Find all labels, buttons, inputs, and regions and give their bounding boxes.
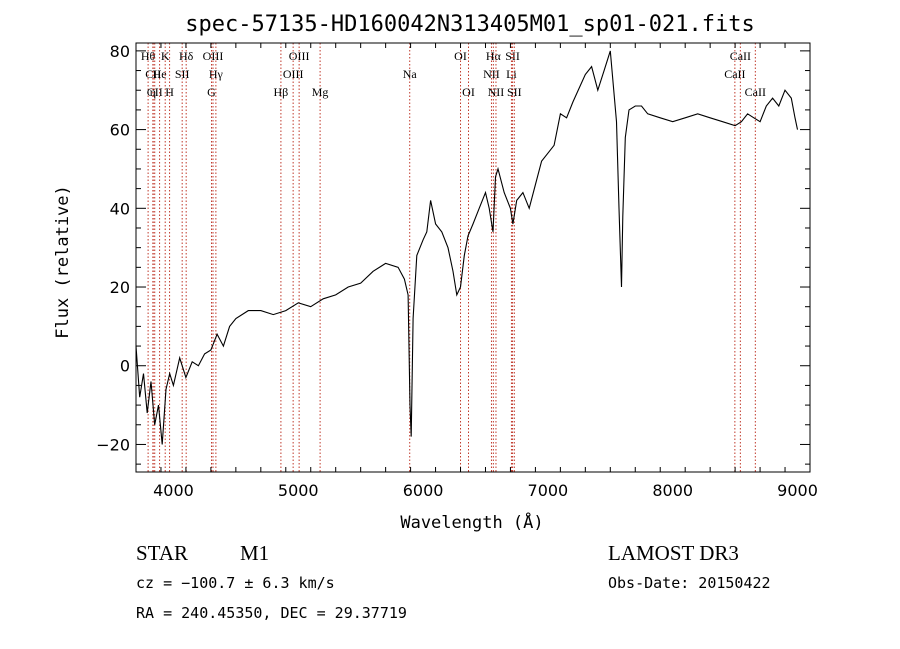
plot-frame: [135, 42, 811, 473]
line-marker-label: Hθ: [141, 49, 156, 63]
spectrum-series: [135, 50, 799, 445]
line-marker-label: CaII: [745, 85, 766, 99]
x-tick-label: 5000: [278, 481, 319, 500]
line-marker-label: G: [207, 85, 216, 99]
line-marker-label: SII: [505, 49, 520, 63]
y-tick-label: 60: [110, 121, 130, 140]
line-marker-label: OIII: [283, 67, 304, 81]
line-marker-label: CaII: [730, 49, 751, 63]
y-tick-label: 20: [110, 278, 130, 297]
line-marker-label: SII: [507, 85, 522, 99]
line-marker-label: Na: [403, 67, 418, 81]
object-class: STAR: [136, 541, 188, 565]
object-subclass: M1: [240, 541, 269, 565]
line-marker-label: OIII: [289, 49, 310, 63]
x-tick-label: 6000: [403, 481, 444, 500]
line-marker-label: Li: [506, 67, 517, 81]
x-tick-label: 7000: [528, 481, 569, 500]
line-marker-label: η: [150, 85, 156, 99]
y-axis-ticks: −20 0 20 40 60 80: [96, 42, 810, 465]
chart-title: spec-57135-HD160042N313405M01_sp01-021.f…: [185, 12, 755, 37]
line-marker-label: Hγ: [209, 67, 224, 81]
y-tick-label: 0: [120, 357, 130, 376]
x-tick-label: 8000: [652, 481, 693, 500]
line-marker-label: NII: [483, 67, 500, 81]
y-tick-label: 80: [110, 42, 130, 61]
x-axis-label: Wavelength (Å): [400, 511, 543, 533]
line-marker-label: CII: [147, 85, 163, 99]
x-tick-label: 9000: [777, 481, 818, 500]
redshift-text: cz = −100.7 ± 6.3 km/s: [136, 574, 335, 592]
line-marker-label: OI: [454, 49, 467, 63]
line-marker-label: H: [165, 85, 174, 99]
line-marker-label: SII: [175, 67, 190, 81]
line-marker-label: Hα: [486, 49, 502, 63]
x-tick-label: 4000: [153, 481, 194, 500]
line-marker-label: CII: [145, 67, 161, 81]
line-marker-label: K: [161, 49, 170, 63]
line-marker-label: NII: [488, 85, 505, 99]
x-axis-ticks: 4000 5000 6000 7000 8000 9000: [153, 43, 818, 500]
y-tick-label: 40: [110, 199, 130, 218]
line-marker-label: Hδ: [179, 49, 194, 63]
line-marker-label: Hβ: [274, 85, 289, 99]
y-axis-label: Flux (relative): [53, 185, 73, 339]
obs-date-text: Obs-Date: 20150422: [608, 574, 771, 592]
survey-name: LAMOST DR3: [608, 541, 739, 565]
line-marker-label: OI: [462, 85, 475, 99]
line-marker-label: OIII: [203, 49, 224, 63]
y-tick-label: −20: [96, 435, 130, 454]
line-marker-label: He: [153, 67, 167, 81]
coordinates-text: RA = 240.45350, DEC = 29.37719: [136, 604, 407, 622]
series-line: [135, 50, 799, 445]
line-marker-label: CaII: [724, 67, 745, 81]
line-marker-label: Mg: [312, 85, 329, 99]
